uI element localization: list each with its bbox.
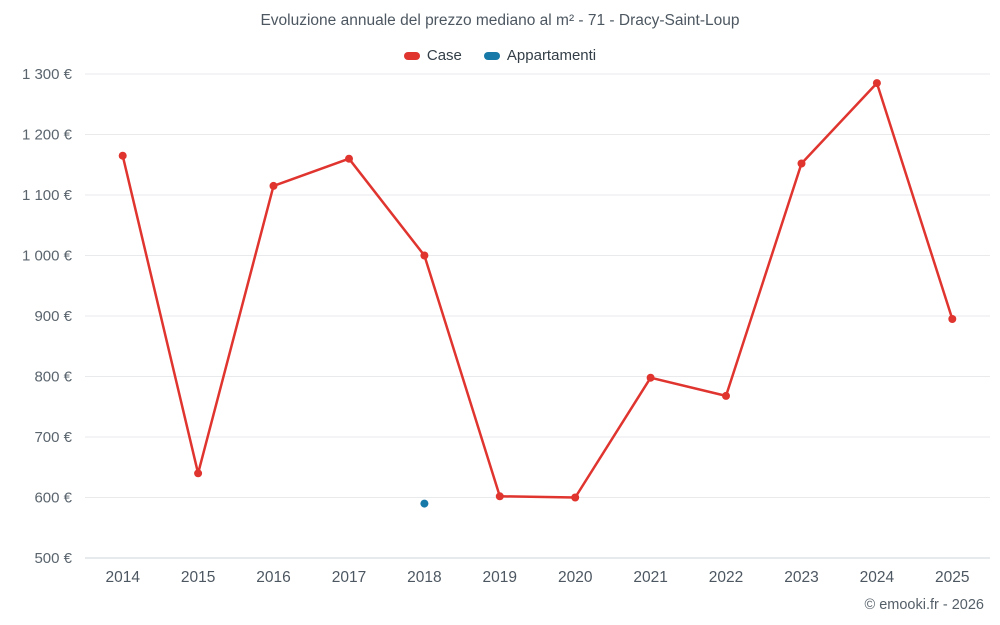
data-point-case-2025 [948,315,957,323]
legend-label: Appartamenti [506,47,597,64]
y-tick-label: 500 € [34,550,72,567]
data-point-case-2020 [571,493,580,502]
data-point-appartamenti-2018 [420,499,429,508]
x-tick-label: 2024 [860,569,895,586]
watermark: © emooki.fr - 2026 [864,597,984,613]
y-tick-label: 1 200 € [22,127,73,144]
legend-item-case[interactable]: Case [403,47,462,64]
data-point-case-2023 [797,159,806,168]
x-tick-label: 2022 [709,569,743,586]
y-tick-label: 700 € [34,429,72,446]
data-point-case-2022 [722,391,730,400]
data-point-case-2018 [420,251,429,260]
x-tick-label: 2019 [483,569,517,586]
data-point-case-2021 [646,373,655,382]
y-tick-label: 1 000 € [22,248,73,265]
x-tick-label: 2023 [784,569,818,586]
y-tick-label: 600 € [34,490,72,507]
data-point-case-2015 [194,469,203,478]
chart-title: Evoluzione annuale del prezzo mediano al… [260,12,740,29]
x-tick-label: 2018 [407,569,441,586]
y-tick-label: 900 € [34,308,72,325]
x-tick-label: 2021 [633,569,667,586]
x-tick-label: 2017 [332,569,366,586]
legend-label: Case [426,47,462,64]
legend-swatch [403,51,420,60]
x-tick-label: 2020 [558,569,593,586]
y-tick-label: 1 300 € [22,66,73,83]
legend-item-appartamenti[interactable]: Appartamenti [483,47,597,64]
data-point-case-2016 [269,181,278,190]
y-tick-label: 800 € [34,369,72,386]
x-tick-label: 2015 [181,569,215,586]
x-tick-label: 2014 [105,569,140,586]
data-point-case-2019 [495,492,504,501]
x-tick-label: 2025 [935,569,969,586]
chart-legend: Case Appartamenti [0,47,1000,64]
legend-swatch [483,51,500,60]
series-line-case [121,81,954,499]
y-tick-label: 1 100 € [22,187,73,204]
x-tick-label: 2016 [256,569,290,586]
data-point-case-2024 [872,79,881,88]
data-point-case-2014 [118,151,127,160]
data-point-case-2017 [345,154,353,163]
